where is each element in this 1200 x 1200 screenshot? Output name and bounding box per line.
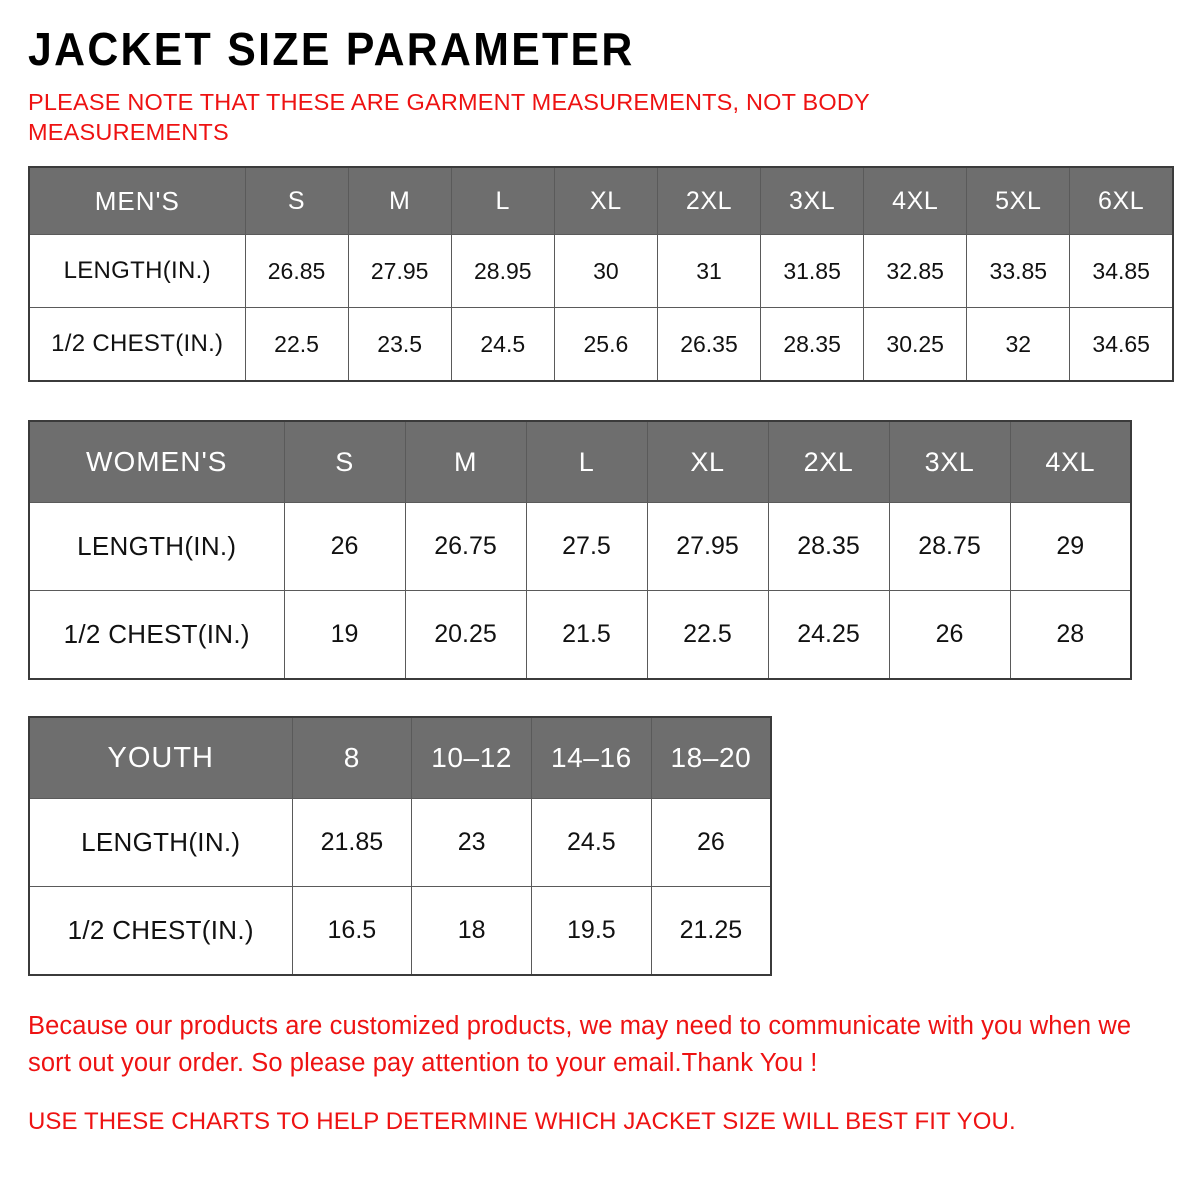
- mens-size-table: MEN'S S M L XL 2XL 3XL 4XL 5XL 6XL LENGTH(IN.) 26…: [28, 166, 1174, 382]
- table-row: 1/2 CHEST(IN.) 22.5 23.5 24.5 25.6 26.35 28.35…: [28, 307, 1174, 382]
- table-row: LENGTH(IN.) 26 26.75 27.5 27.95 28.35 28.75 29: [28, 502, 1132, 591]
- table-header-row: WOMEN'S S M L XL 2XL 3XL 4XL: [28, 420, 1132, 503]
- size-header-womens-2: L: [525, 420, 648, 503]
- measurement-value: 32.85: [863, 234, 968, 308]
- youth-table-head: YOUTH 8 10–12 14–16 18–20: [28, 716, 772, 799]
- measurement-value: 30.25: [863, 307, 968, 382]
- measurement-value: 34.65: [1069, 307, 1174, 382]
- measurement-note: PLEASE NOTE THAT THESE ARE GARMENT MEASU…: [28, 88, 870, 146]
- mens-table-body: LENGTH(IN.) 26.85 27.95 28.95 30 31 31.85 32.85…: [28, 234, 1174, 382]
- size-header-youth-2: 14–16: [531, 716, 652, 799]
- measurement-value: 26.75: [404, 502, 527, 591]
- table-header-row: YOUTH 8 10–12 14–16 18–20: [28, 716, 772, 799]
- mens-category-header: MEN'S: [28, 166, 246, 235]
- measurement-value: 23: [411, 798, 532, 887]
- size-header-mens-6: 4XL: [863, 166, 968, 235]
- measurement-value: 26: [888, 590, 1011, 680]
- table-row: 1/2 CHEST(IN.) 16.5 18 19.5 21.25: [28, 886, 772, 976]
- measurement-value: 32: [966, 307, 1071, 382]
- measurement-label-youth-0: LENGTH(IN.): [28, 798, 293, 887]
- measurement-value: 18: [411, 886, 532, 976]
- size-header-youth-1: 10–12: [411, 716, 532, 799]
- size-header-mens-2: L: [450, 166, 555, 235]
- size-header-womens-5: 3XL: [888, 420, 1011, 503]
- size-header-mens-4: 2XL: [656, 166, 762, 235]
- table-header-row: MEN'S S M L XL 2XL 3XL 4XL 5XL 6XL: [28, 166, 1174, 235]
- size-header-womens-0: S: [283, 420, 406, 503]
- chart-usage-notice: USE THESE CHARTS TO HELP DETERMINE WHICH…: [28, 1107, 1016, 1135]
- measurement-value: 25.6: [553, 307, 658, 382]
- measurement-value: 28.35: [767, 502, 890, 591]
- measurement-value: 21.5: [525, 590, 648, 680]
- measurement-value: 21.85: [291, 798, 413, 887]
- page-title: JACKET SIZE PARAMETER: [28, 23, 635, 75]
- measurement-value: 34.85: [1069, 234, 1174, 308]
- womens-table-head: WOMEN'S S M L XL 2XL 3XL 4XL: [28, 420, 1132, 503]
- size-header-mens-8: 6XL: [1069, 166, 1174, 235]
- measurement-value: 20.25: [404, 590, 527, 680]
- measurement-value: 28.95: [450, 234, 555, 308]
- measurement-value: 26: [650, 798, 772, 887]
- measurement-value: 27.5: [525, 502, 648, 591]
- size-header-mens-5: 3XL: [760, 166, 865, 235]
- table-row: LENGTH(IN.) 21.85 23 24.5 26: [28, 798, 772, 887]
- measurement-value: 16.5: [291, 886, 413, 976]
- measurement-value: 26.85: [244, 234, 349, 308]
- measurement-value: 19.5: [531, 886, 652, 976]
- size-header-mens-7: 5XL: [966, 166, 1071, 235]
- measurement-value: 26: [283, 502, 406, 591]
- measurement-value: 22.5: [646, 590, 769, 680]
- measurement-value: 22.5: [244, 307, 349, 382]
- measurement-value: 31: [656, 234, 762, 308]
- mens-table-head: MEN'S S M L XL 2XL 3XL 4XL 5XL 6XL: [28, 166, 1174, 235]
- measurement-value: 19: [283, 590, 406, 680]
- size-header-womens-4: 2XL: [767, 420, 890, 503]
- measurement-value: 29: [1009, 502, 1132, 591]
- table-row: 1/2 CHEST(IN.) 19 20.25 21.5 22.5 24.25 26 28: [28, 590, 1132, 680]
- measurement-value: 31.85: [760, 234, 865, 308]
- size-header-youth-3: 18–20: [650, 716, 772, 799]
- measurement-label-womens-0: LENGTH(IN.): [28, 502, 285, 591]
- measurement-value: 33.85: [966, 234, 1071, 308]
- size-header-mens-1: M: [347, 166, 452, 235]
- table-row: LENGTH(IN.) 26.85 27.95 28.95 30 31 31.85 32.85…: [28, 234, 1174, 308]
- measurement-label-youth-1: 1/2 CHEST(IN.): [28, 886, 293, 976]
- measurement-value: 28.35: [760, 307, 865, 382]
- measurement-value: 28: [1009, 590, 1132, 680]
- size-header-youth-0: 8: [291, 716, 413, 799]
- youth-table-body: LENGTH(IN.) 21.85 23 24.5 26 1/2 CHEST(IN.) 16…: [28, 798, 772, 976]
- size-header-womens-1: M: [404, 420, 527, 503]
- womens-category-header: WOMEN'S: [28, 420, 285, 503]
- measurement-value: 23.5: [347, 307, 452, 382]
- customization-notice: Because our products are customized prod…: [28, 1012, 1132, 1077]
- size-header-womens-3: XL: [646, 420, 769, 503]
- measurement-value: 28.75: [888, 502, 1011, 591]
- youth-category-header: YOUTH: [28, 716, 293, 799]
- womens-table-body: LENGTH(IN.) 26 26.75 27.5 27.95 28.35 28.75 29 1…: [28, 502, 1132, 680]
- measurement-value: 30: [553, 234, 658, 308]
- measurement-value: 27.95: [347, 234, 452, 308]
- measurement-label-mens-0: LENGTH(IN.): [28, 234, 246, 308]
- measurement-value: 24.25: [767, 590, 890, 680]
- size-header-mens-3: XL: [553, 166, 658, 235]
- size-header-mens-0: S: [244, 166, 349, 235]
- womens-size-table: WOMEN'S S M L XL 2XL 3XL 4XL LENGTH(IN.) 26 26.7…: [28, 420, 1132, 680]
- measurement-value: 26.35: [656, 307, 762, 382]
- measurement-label-womens-1: 1/2 CHEST(IN.): [28, 590, 285, 680]
- size-header-womens-6: 4XL: [1009, 420, 1132, 503]
- measurement-value: 27.95: [646, 502, 769, 591]
- measurement-label-mens-1: 1/2 CHEST(IN.): [28, 307, 246, 382]
- measurement-value: 21.25: [650, 886, 772, 976]
- measurement-value: 24.5: [531, 798, 652, 887]
- measurement-value: 24.5: [450, 307, 555, 382]
- youth-size-table: YOUTH 8 10–12 14–16 18–20 LENGTH(IN.) 21.85 2…: [28, 716, 772, 976]
